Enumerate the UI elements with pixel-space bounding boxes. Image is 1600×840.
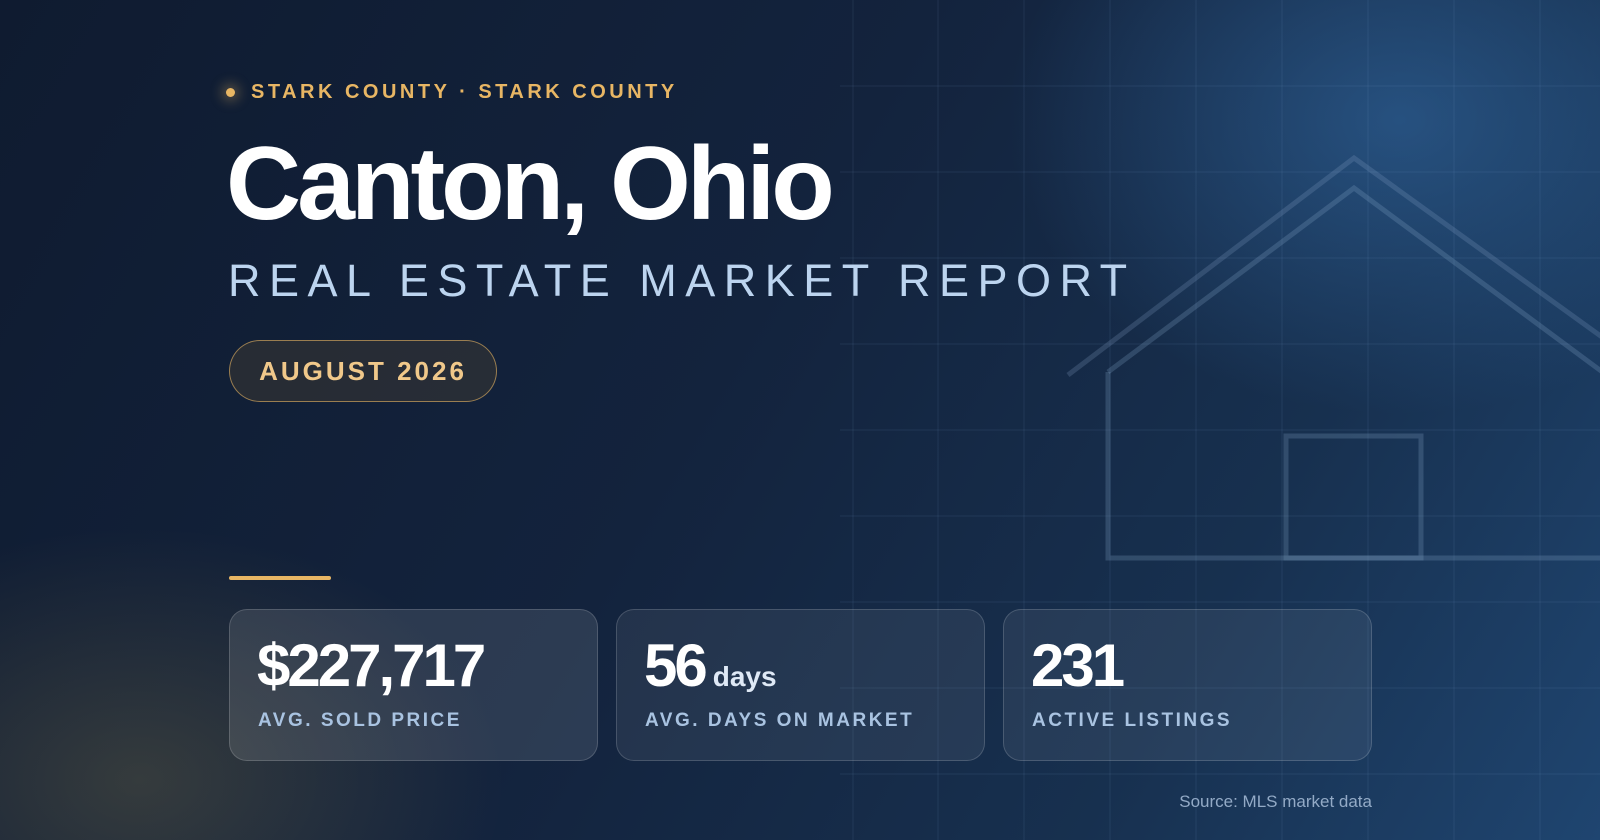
stat-label: AVG. SOLD PRICE xyxy=(258,710,462,731)
accent-divider xyxy=(229,576,331,580)
report-subtitle: REAL ESTATE MARKET REPORT xyxy=(228,255,1136,306)
stat-label: AVG. DAYS ON MARKET xyxy=(645,710,915,731)
background-grid xyxy=(840,0,1600,840)
location-eyebrow: STARK COUNTY · STARK COUNTY xyxy=(226,80,678,104)
source-note: Source: MLS market data xyxy=(1179,792,1372,811)
stat-value: $227,717 xyxy=(257,632,486,699)
stat-card-active-listings: 231 ACTIVE LISTINGS xyxy=(1003,609,1372,761)
stat-label: ACTIVE LISTINGS xyxy=(1032,710,1233,731)
stat-unit: days xyxy=(712,661,777,692)
stat-value: 56 xyxy=(644,632,708,699)
stat-value: 231 xyxy=(1031,632,1125,699)
stat-card-avg-sold-price: $227,717 AVG. SOLD PRICE xyxy=(229,609,598,761)
house-outline-icon xyxy=(1066,154,1600,561)
dot-icon xyxy=(226,87,235,97)
page-title: Canton, Ohio xyxy=(226,126,835,242)
county-label: STARK COUNTY · STARK COUNTY xyxy=(251,80,678,103)
report-period-badge: AUGUST 2026 xyxy=(229,340,497,402)
stat-card-avg-days-on-market: 56 days AVG. DAYS ON MARKET xyxy=(616,609,985,761)
